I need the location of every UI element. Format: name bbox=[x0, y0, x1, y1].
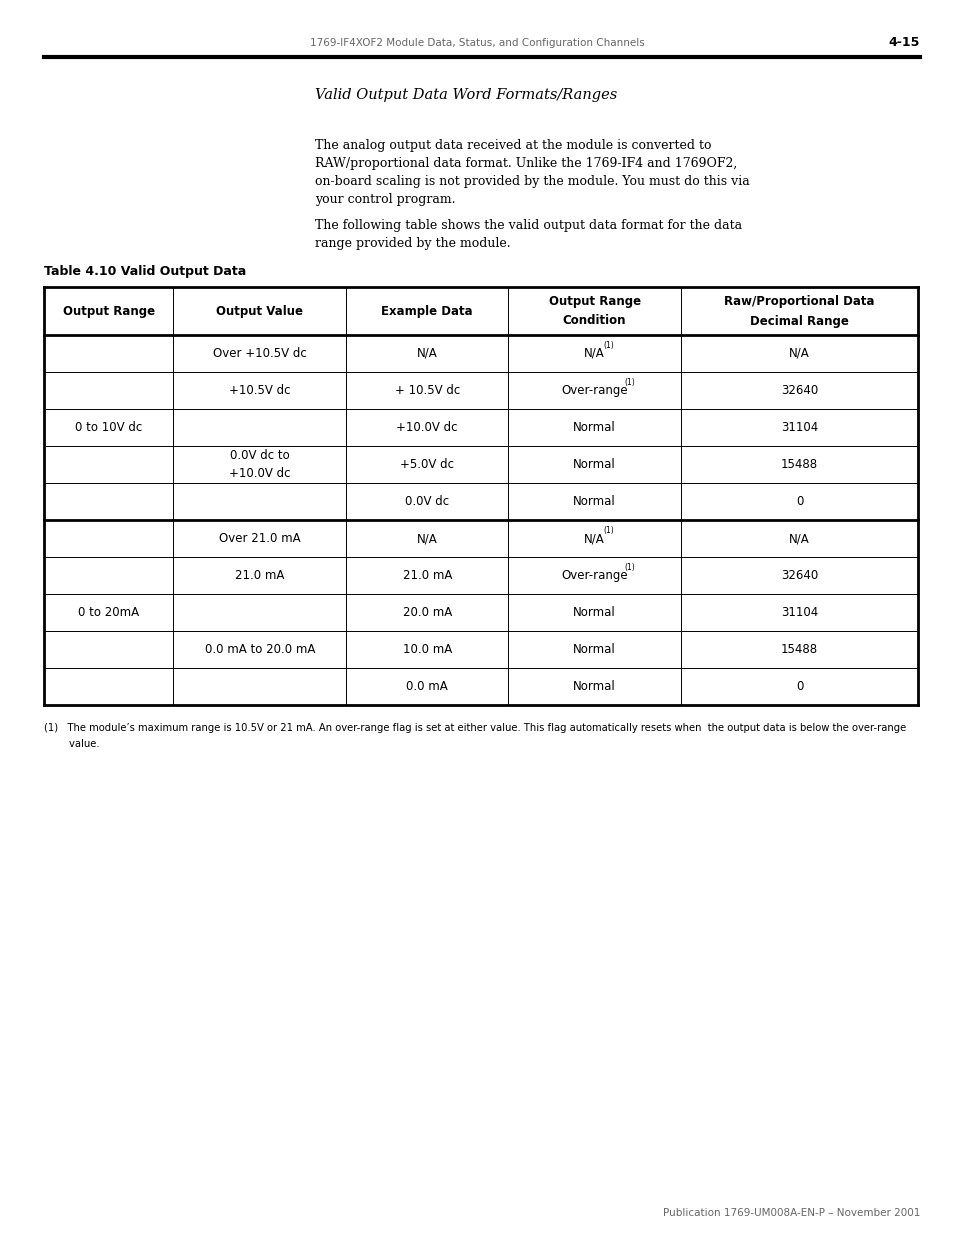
Text: Table 4.10 Valid Output Data: Table 4.10 Valid Output Data bbox=[44, 264, 246, 278]
Text: 4-15: 4-15 bbox=[887, 37, 919, 49]
Text: 0: 0 bbox=[795, 680, 802, 693]
Text: 15488: 15488 bbox=[781, 458, 818, 471]
Text: Over +10.5V dc: Over +10.5V dc bbox=[213, 347, 307, 359]
Text: N/A: N/A bbox=[788, 347, 809, 359]
Text: Raw/Proportional Data: Raw/Proportional Data bbox=[723, 294, 874, 308]
Text: N/A: N/A bbox=[583, 347, 604, 359]
Text: 0.0V dc: 0.0V dc bbox=[405, 495, 449, 508]
Text: Over 21.0 mA: Over 21.0 mA bbox=[219, 532, 300, 545]
Text: N/A: N/A bbox=[788, 532, 809, 545]
Text: N/A: N/A bbox=[416, 347, 437, 359]
Text: (1): (1) bbox=[603, 341, 614, 350]
Text: 21.0 mA: 21.0 mA bbox=[402, 569, 452, 582]
Text: +5.0V dc: +5.0V dc bbox=[400, 458, 454, 471]
Text: Normal: Normal bbox=[573, 495, 616, 508]
Text: 15488: 15488 bbox=[781, 643, 818, 656]
Text: +10.0V dc: +10.0V dc bbox=[229, 467, 291, 480]
Text: 0.0 mA: 0.0 mA bbox=[406, 680, 448, 693]
Text: 0: 0 bbox=[795, 495, 802, 508]
Text: value.: value. bbox=[44, 739, 99, 748]
Text: 21.0 mA: 21.0 mA bbox=[235, 569, 284, 582]
Text: The analog output data received at the module is converted to: The analog output data received at the m… bbox=[314, 138, 711, 152]
Text: N/A: N/A bbox=[583, 532, 604, 545]
Text: Normal: Normal bbox=[573, 421, 616, 433]
Text: Output Range: Output Range bbox=[548, 294, 640, 308]
Text: 32640: 32640 bbox=[781, 569, 818, 582]
Text: 0.0V dc to: 0.0V dc to bbox=[230, 450, 290, 462]
Text: +10.5V dc: +10.5V dc bbox=[229, 384, 291, 396]
Text: your control program.: your control program. bbox=[314, 193, 455, 205]
Text: Example Data: Example Data bbox=[381, 305, 473, 317]
Text: Output Value: Output Value bbox=[216, 305, 303, 317]
Text: Normal: Normal bbox=[573, 606, 616, 619]
Text: Over-range: Over-range bbox=[560, 569, 627, 582]
Text: 20.0 mA: 20.0 mA bbox=[402, 606, 452, 619]
Text: 0 to 20mA: 0 to 20mA bbox=[78, 606, 139, 619]
Text: range provided by the module.: range provided by the module. bbox=[314, 236, 510, 249]
Text: The following table shows the valid output data format for the data: The following table shows the valid outp… bbox=[314, 219, 741, 231]
Text: on-board scaling is not provided by the module. You must do this via: on-board scaling is not provided by the … bbox=[314, 174, 749, 188]
Text: 1769-IF4XOF2 Module Data, Status, and Configuration Channels: 1769-IF4XOF2 Module Data, Status, and Co… bbox=[310, 38, 643, 48]
Text: 0.0 mA to 20.0 mA: 0.0 mA to 20.0 mA bbox=[205, 643, 314, 656]
Text: Decimal Range: Decimal Range bbox=[749, 315, 848, 327]
Text: 10.0 mA: 10.0 mA bbox=[402, 643, 452, 656]
Text: +10.0V dc: +10.0V dc bbox=[396, 421, 457, 433]
Text: Valid Output Data Word Formats/Ranges: Valid Output Data Word Formats/Ranges bbox=[314, 88, 617, 103]
Text: + 10.5V dc: + 10.5V dc bbox=[395, 384, 459, 396]
Text: RAW/proportional data format. Unlike the 1769-IF4 and 1769OF2,: RAW/proportional data format. Unlike the… bbox=[314, 157, 737, 169]
Text: (1): (1) bbox=[624, 378, 635, 387]
Text: Normal: Normal bbox=[573, 458, 616, 471]
Text: N/A: N/A bbox=[416, 532, 437, 545]
Text: Normal: Normal bbox=[573, 680, 616, 693]
Text: Publication 1769-UM008A-EN-P – November 2001: Publication 1769-UM008A-EN-P – November … bbox=[662, 1208, 919, 1218]
Text: 0 to 10V dc: 0 to 10V dc bbox=[75, 421, 142, 433]
Text: Over-range: Over-range bbox=[560, 384, 627, 396]
Text: 31104: 31104 bbox=[781, 606, 818, 619]
Text: (1): (1) bbox=[603, 526, 614, 535]
Text: (1): (1) bbox=[624, 563, 635, 572]
Text: Output Range: Output Range bbox=[63, 305, 154, 317]
Text: Condition: Condition bbox=[562, 315, 626, 327]
Text: (1)   The module’s maximum range is 10.5V or 21 mA. An over-range flag is set at: (1) The module’s maximum range is 10.5V … bbox=[44, 722, 905, 734]
Text: Normal: Normal bbox=[573, 643, 616, 656]
Text: 31104: 31104 bbox=[781, 421, 818, 433]
Text: 32640: 32640 bbox=[781, 384, 818, 396]
